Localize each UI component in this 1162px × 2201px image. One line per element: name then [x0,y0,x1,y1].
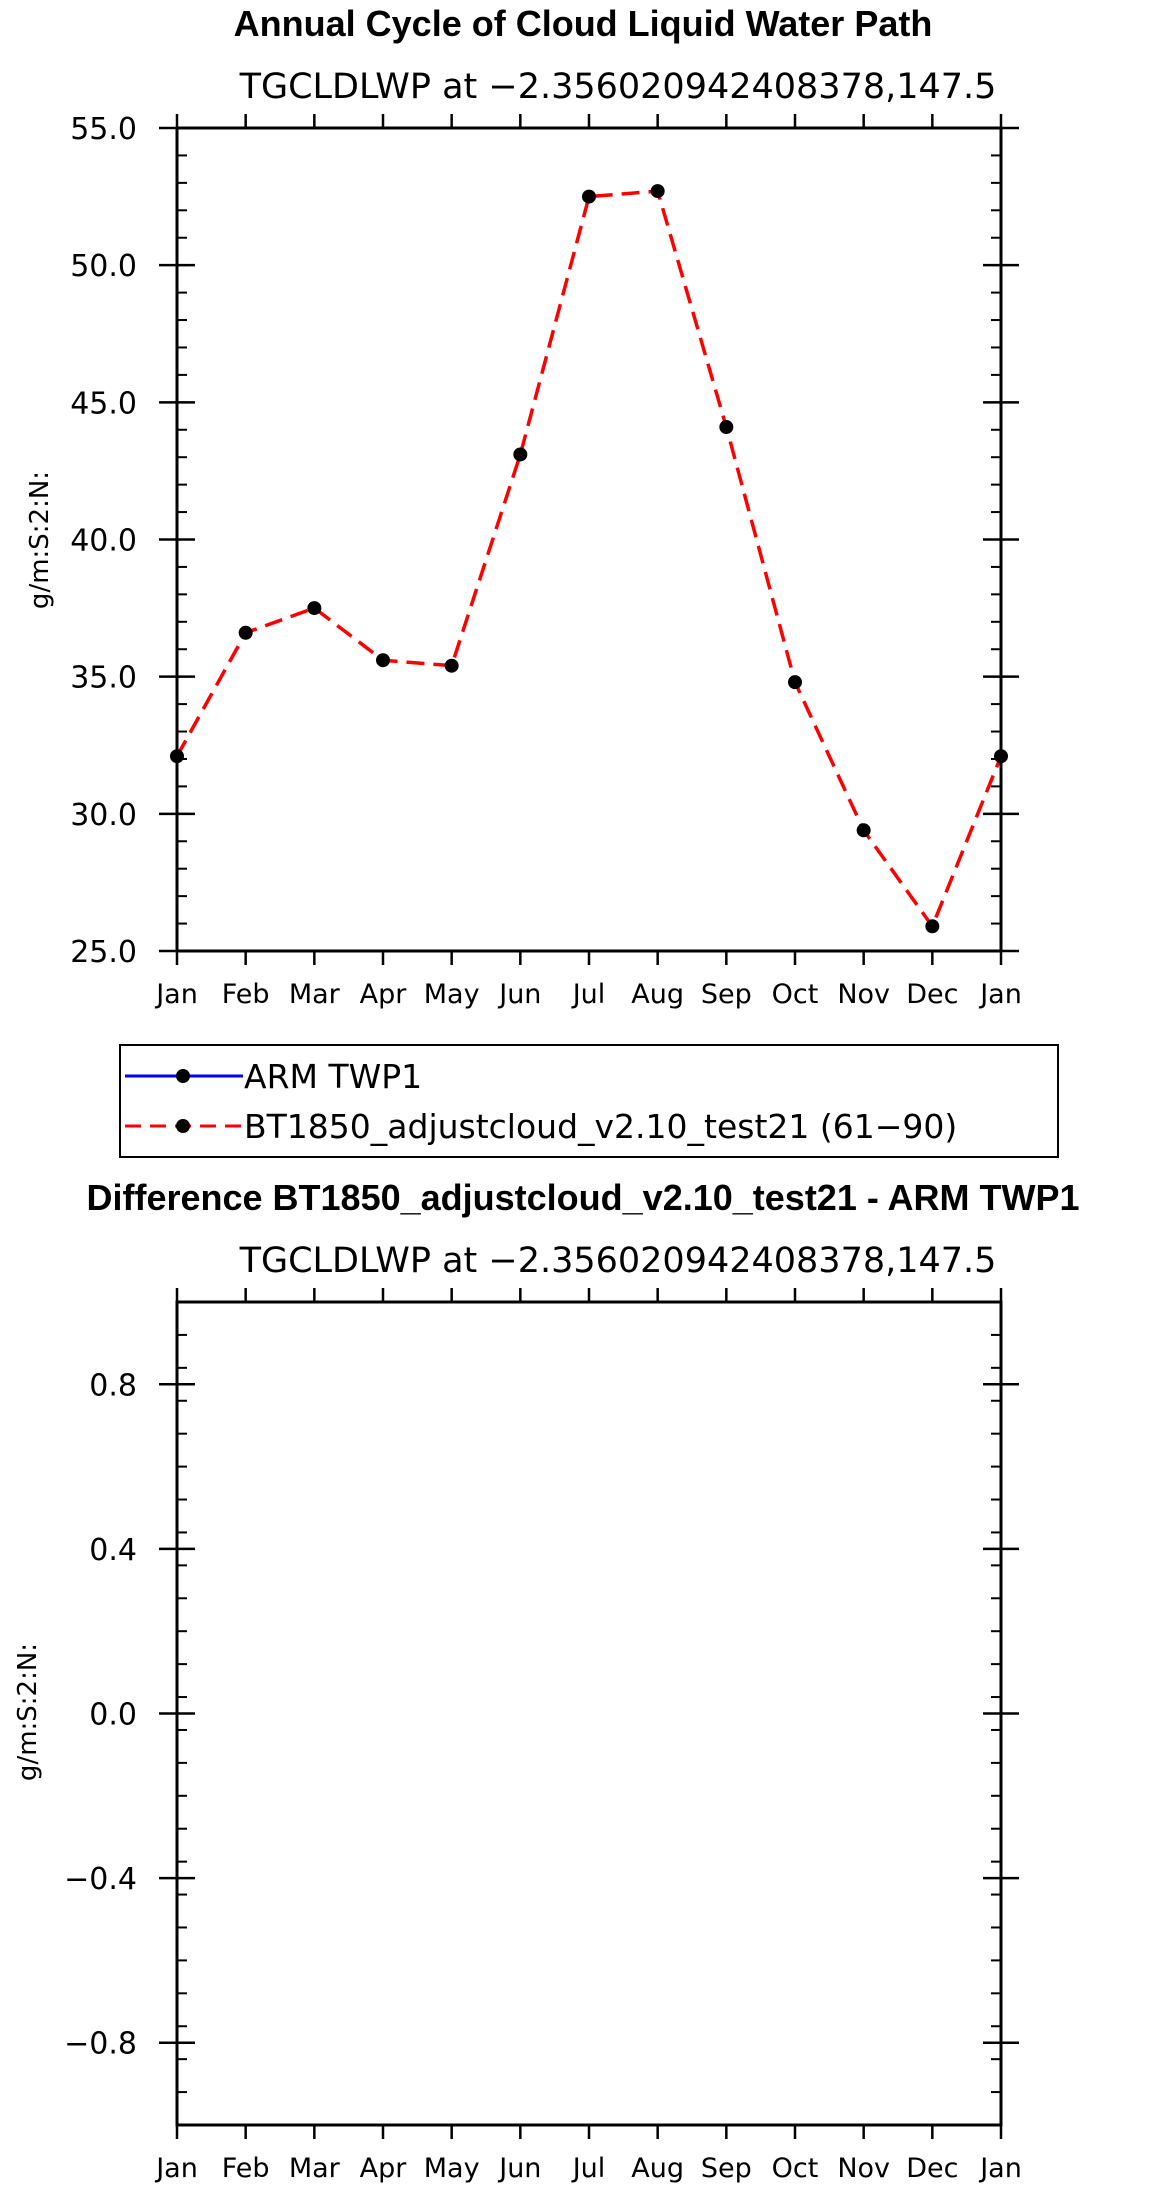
data-point [238,625,253,640]
x-tick-label: Aug [631,2153,684,2184]
chart1-plot-area: Jan Feb Mar Apr May Jun Jul Aug Sep Oct Nov Dec Jan 2… [70,112,1022,1010]
data-point [444,658,459,673]
x-tick-label: Jul [571,979,606,1010]
y-tick-label: 30.0 [70,798,137,833]
x-tick-label: Feb [222,2153,270,2184]
x-tick-label: May [424,979,480,1010]
chart2-frame [175,1300,1003,2127]
legend-entry-arm: ARM TWP1 [244,1057,422,1096]
chart1-frame [175,126,1003,953]
series-line-1 [175,189,1003,930]
chart1-y-axis-label: g/m:S:2:N: [25,471,55,609]
y-tick-label: −0.8 [64,2027,137,2062]
x-tick-label: Jul [571,2153,606,2184]
y-tick-label: 45.0 [70,386,137,421]
data-point [307,601,322,616]
data-point [650,184,665,199]
chart2-y-axis-label: g/m:S:2:N: [13,1643,43,1781]
chart2-subtitle: TGCLDLWP at −2.356020942408378,147.5 [239,1241,997,1281]
y-tick-label: 0.8 [89,1368,137,1403]
x-tick-label: May [424,2153,480,2184]
x-tick-label: Jan [154,979,198,1010]
data-point [925,919,940,934]
data-point [376,653,390,668]
x-tick-label: Nov [837,979,890,1010]
x-tick-label: Jan [154,2153,198,2184]
x-tick-label: Jan [978,979,1022,1010]
data-point [719,420,734,435]
x-tick-label: Apr [360,2153,408,2184]
x-tick-label: Mar [289,2153,341,2184]
data-point [582,189,596,204]
x-tick-label: Jun [497,979,541,1010]
y-tick-label: 25.0 [70,935,137,970]
x-tick-label: Sep [701,2153,752,2184]
x-tick-label: Dec [906,2153,958,2184]
x-tick-label: Jun [497,2153,541,2184]
legend-box [119,1044,1059,1158]
data-point [788,675,802,690]
y-tick-label: 40.0 [70,524,137,559]
chart1-subtitle: TGCLDLWP at −2.356020942408378,147.5 [239,67,997,107]
y-tick-label: 50.0 [70,249,137,284]
x-tick-label: Oct [772,979,819,1010]
x-tick-label: Oct [772,2153,819,2184]
legend-marker-model [176,1119,190,1133]
x-tick-label: Feb [222,979,270,1010]
x-tick-label: Aug [631,979,684,1010]
x-tick-label: Mar [289,979,341,1010]
x-tick-label: Dec [906,979,958,1010]
data-point [856,823,871,838]
y-tick-label: 35.0 [70,661,137,696]
x-tick-label: Sep [701,979,752,1010]
x-tick-label: Jan [978,2153,1022,2184]
y-tick-label: −0.4 [64,1862,137,1897]
y-tick-label: 55.0 [70,112,137,147]
y-tick-label: 0.0 [89,1698,137,1733]
data-point [513,447,528,462]
chart2-plot-area: Jan Feb Mar Apr May Jun Jul Aug Sep Oct Nov Dec Jan −… [64,1288,1022,2184]
chart1-title: Annual Cycle of Cloud Liquid Water Path [234,3,933,44]
legend-marker-arm [176,1069,190,1083]
x-tick-label: Nov [837,2153,890,2184]
x-tick-label: Apr [360,979,408,1010]
legend-entry-model: BT1850_adjustcloud_v2.10_test21 (61−90) [244,1107,957,1146]
y-tick-label: 0.4 [89,1533,137,1568]
chart2-title: Difference BT1850_adjustcloud_v2.10_test… [86,1177,1079,1218]
